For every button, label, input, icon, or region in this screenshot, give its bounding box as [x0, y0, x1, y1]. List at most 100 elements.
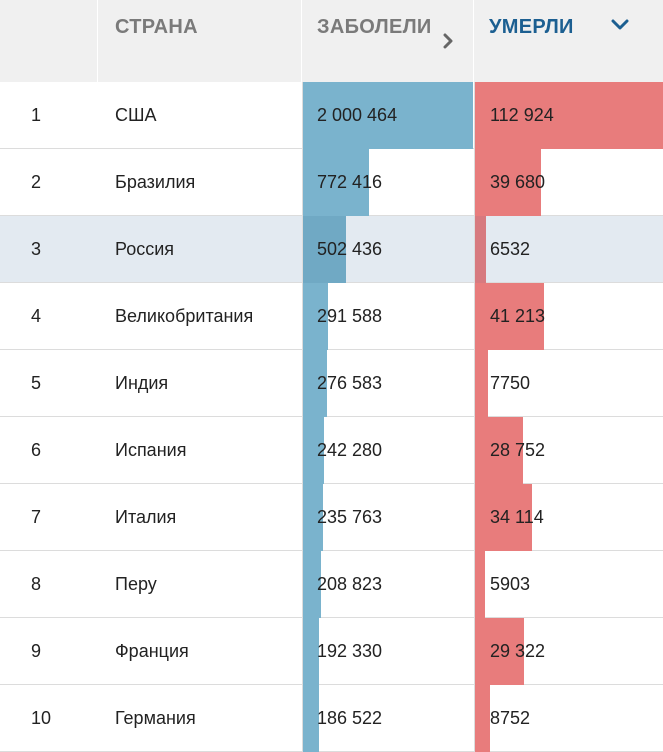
column-divider	[302, 618, 303, 685]
table-row: 6 Испания 242 280 28 752	[0, 417, 663, 484]
table-row: 2 Бразилия 772 416 39 680	[0, 149, 663, 216]
deaths-bar	[475, 82, 663, 149]
row-country: Индия	[115, 373, 169, 393]
deaths-bar	[475, 216, 486, 283]
table-row: 8 Перу 208 823 5903	[0, 551, 663, 618]
header-divider	[97, 0, 98, 82]
cases-bar	[303, 283, 328, 350]
row-rank: 9	[31, 641, 42, 661]
column-divider	[302, 350, 303, 417]
chevron-right-icon[interactable]	[440, 33, 456, 49]
cases-value: 242 280	[317, 440, 383, 460]
cases-bar	[303, 82, 473, 149]
cases-value: 208 823	[317, 574, 383, 594]
deaths-value: 8752	[490, 708, 531, 728]
cases-bar	[303, 685, 319, 752]
header-country-label: СТРАНА	[115, 16, 198, 38]
deaths-bar	[475, 484, 532, 551]
column-divider	[302, 149, 303, 216]
row-country: Великобритания	[115, 306, 254, 326]
cases-bar	[303, 618, 319, 685]
column-divider	[474, 417, 475, 484]
header-deaths-label: УМЕРЛИ	[489, 16, 574, 38]
column-divider	[474, 350, 475, 417]
header-country[interactable]: СТРАНА	[98, 0, 301, 82]
column-divider	[474, 685, 475, 752]
column-divider	[302, 484, 303, 551]
row-rank: 3	[31, 239, 42, 259]
deaths-bar	[475, 685, 490, 752]
column-divider	[302, 685, 303, 752]
row-rank: 2	[31, 172, 42, 192]
table-row: 4 Великобритания 291 588 41 213	[0, 283, 663, 350]
cases-bar	[303, 149, 369, 216]
row-rank: 4	[31, 306, 42, 326]
chevron-down-icon[interactable]	[611, 18, 629, 32]
column-divider	[302, 417, 303, 484]
table-row: 5 Индия 276 583 7750	[0, 350, 663, 417]
cases-bar	[303, 350, 327, 417]
table-row: 7 Италия 235 763 34 114	[0, 484, 663, 551]
header-divider	[301, 0, 302, 82]
deaths-value: 7750	[490, 373, 531, 393]
column-divider	[302, 216, 303, 283]
header-cases[interactable]: ЗАБОЛЕЛИ	[302, 0, 473, 82]
column-divider	[474, 551, 475, 618]
column-divider	[474, 82, 475, 149]
cases-bar	[303, 216, 346, 283]
column-divider	[474, 283, 475, 350]
row-rank: 1	[31, 105, 42, 125]
cases-value: 192 330	[317, 641, 383, 661]
deaths-bar	[475, 149, 541, 216]
header-deaths[interactable]: УМЕРЛИ	[474, 0, 663, 82]
deaths-value: 5903	[490, 574, 531, 594]
column-divider	[302, 82, 303, 149]
cases-value: 276 583	[317, 373, 383, 393]
deaths-value: 34 114	[490, 507, 544, 527]
cases-bar	[303, 484, 323, 551]
deaths-bar	[475, 350, 488, 417]
row-country: Италия	[115, 507, 177, 527]
column-divider	[474, 149, 475, 216]
deaths-bar	[475, 417, 523, 484]
row-country: Россия	[115, 239, 175, 259]
cases-value: 2 000 464	[317, 105, 398, 125]
cases-value: 502 436	[317, 239, 383, 259]
deaths-bar	[475, 618, 524, 685]
row-rank: 10	[31, 708, 52, 728]
cases-value: 772 416	[317, 172, 383, 192]
row-country: США	[115, 105, 157, 125]
column-divider	[474, 618, 475, 685]
table-row: 3 Россия 502 436 6532	[0, 216, 663, 283]
deaths-value: 41 213	[490, 306, 546, 326]
row-country: Бразилия	[115, 172, 196, 192]
row-rank: 6	[31, 440, 42, 460]
cases-value: 291 588	[317, 306, 383, 326]
header-cases-label: ЗАБОЛЕЛИ	[317, 16, 432, 38]
row-country: Перу	[115, 574, 157, 594]
header-rank-cell	[0, 0, 97, 82]
cases-value: 235 763	[317, 507, 383, 527]
row-country: Франция	[115, 641, 189, 661]
column-divider	[302, 283, 303, 350]
cases-value: 186 522	[317, 708, 383, 728]
row-rank: 7	[31, 507, 42, 527]
deaths-bar	[475, 551, 485, 618]
deaths-bar	[475, 283, 544, 350]
table-row: 1 США 2 000 464 112 924	[0, 82, 663, 149]
column-divider	[474, 216, 475, 283]
deaths-value: 29 322	[490, 641, 546, 661]
deaths-value: 112 924	[490, 105, 554, 125]
table-header: СТРАНА ЗАБОЛЕЛИ УМЕРЛИ	[0, 0, 663, 82]
row-rank: 8	[31, 574, 42, 594]
row-rank: 5	[31, 373, 42, 393]
cases-bar	[303, 551, 321, 618]
deaths-value: 39 680	[490, 172, 546, 192]
table-row: 10 Германия 186 522 8752	[0, 685, 663, 752]
column-divider	[474, 484, 475, 551]
table-row: 9 Франция 192 330 29 322	[0, 618, 663, 685]
row-country: Германия	[115, 708, 196, 728]
deaths-value: 6532	[490, 239, 531, 259]
cases-bar	[303, 417, 324, 484]
